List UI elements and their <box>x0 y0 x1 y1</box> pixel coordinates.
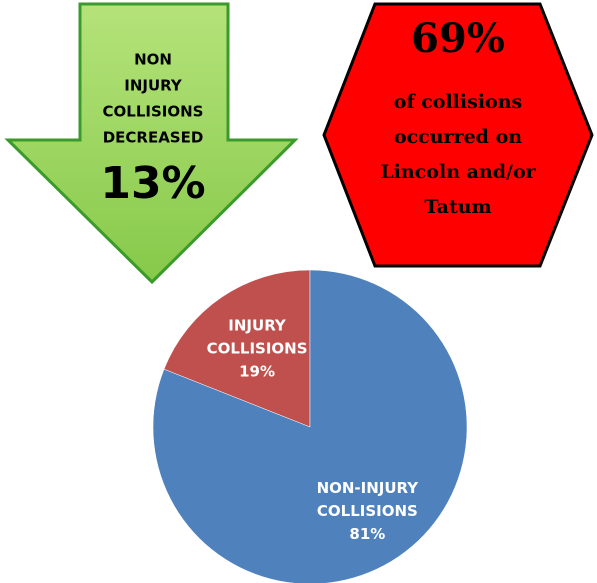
arrow-line: DECREASED <box>103 129 204 147</box>
slice-value: 81% <box>349 525 385 543</box>
pie-slice <box>152 269 468 583</box>
arrow-line: INJURY <box>124 77 183 95</box>
slice-label: COLLISIONS <box>317 502 418 520</box>
hexagon <box>322 2 594 268</box>
pie-slice <box>163 269 311 428</box>
hexagon-figure: 69% <box>411 15 505 62</box>
hexagon-line: Lincoln and/or <box>380 161 536 183</box>
arrow-line: NON <box>134 51 172 69</box>
arrow-line: COLLISIONS <box>103 103 204 121</box>
slice-label: INJURY <box>228 317 287 335</box>
slice-label: NON-INJURY <box>317 479 420 497</box>
hexagon-line: of collisions <box>394 91 522 113</box>
slice-value: 19% <box>239 363 275 381</box>
down-arrow <box>4 2 299 285</box>
arrow-figure: 13% <box>100 158 205 209</box>
hexagon-line: occurred on <box>394 126 522 148</box>
hexagon-line: Tatum <box>424 196 491 218</box>
slice-label: COLLISIONS <box>207 340 308 358</box>
